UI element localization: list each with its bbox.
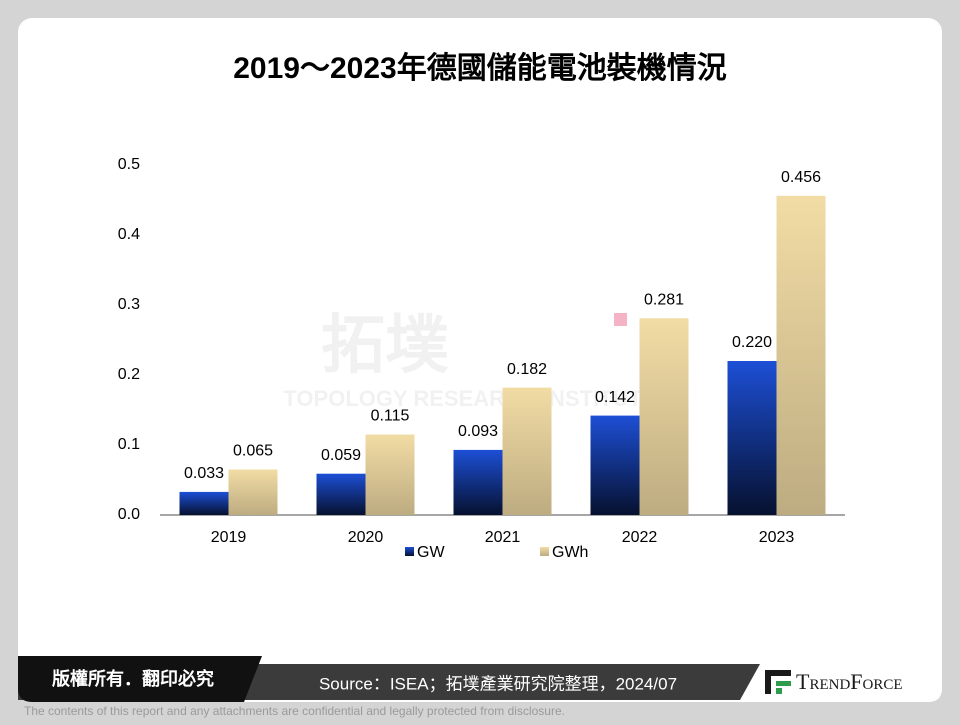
value-label: 0.182 [507,361,547,378]
source: Source：ISEA；拓墣產業研究院整理，2024/07 [319,674,677,693]
legend-label: GW [417,544,445,561]
x-tick-label: 2020 [348,529,384,546]
bar [179,491,229,515]
bar [228,469,278,515]
value-label: 0.220 [732,334,772,351]
legend-label: GWh [552,544,588,561]
decoration [614,313,627,326]
legend-swatch [540,547,549,556]
bar [639,318,689,515]
value-label: 0.065 [233,443,273,460]
bar [365,434,415,515]
card [18,18,942,702]
copyright-box [18,656,262,702]
y-tick-label: 0.5 [118,156,140,173]
y-tick-label: 0.1 [118,436,140,453]
x-tick-label: 2023 [759,529,795,546]
value-label: 0.142 [595,389,635,406]
watermark-logo: 拓墣 [321,309,449,381]
plot: 0.0 0.1 0.2 0.3 0.4 0.5 2019 0.033 0.065 2020 0.05… [118,156,845,561]
x-tick-label: 2022 [622,529,658,546]
logo-icon [765,670,791,694]
y-tick-label: 0.4 [118,226,140,243]
value-label: 0.059 [321,447,361,464]
bar [590,415,640,515]
bar [776,195,826,516]
value-label: 0.281 [644,292,684,309]
disclaimer: The contents of this report and any atta… [24,704,565,718]
value-label: 0.093 [458,423,498,440]
x-tick-label: 2021 [485,529,521,546]
x-tick-label: 2019 [211,529,247,546]
bar [727,361,777,515]
watermark-text: TOPOLOGY RESEARCH INSTITUTE [283,386,656,411]
y-tick-label: 0.2 [118,366,140,383]
bar [453,449,503,515]
bar [502,387,552,515]
y-tick-label: 0.0 [118,506,140,523]
chart-title: 2019～2023年德國儲能電池裝機情況 [233,52,726,85]
value-label: 0.033 [184,465,224,482]
value-label: 0.456 [781,169,821,186]
logo-area [745,640,942,702]
y-tick-label: 0.3 [118,296,140,313]
value-label: 0.115 [371,408,410,425]
logo-text: TrendForce [796,669,903,694]
legend-swatch [405,547,414,556]
copyright: 版權所有．翻印必究 [52,668,214,689]
bar [316,473,366,515]
